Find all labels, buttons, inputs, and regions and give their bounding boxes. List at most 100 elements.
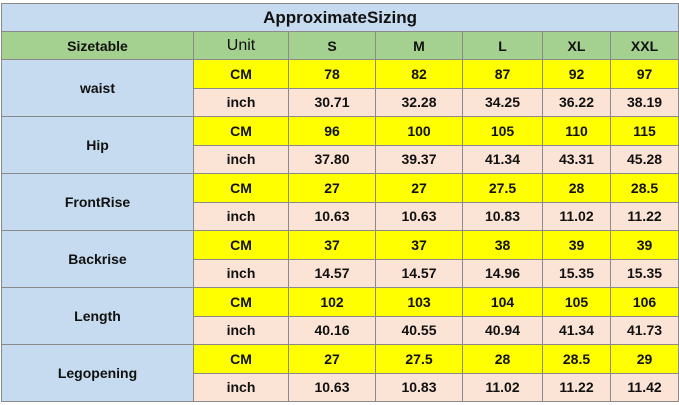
value-cell: 82 bbox=[375, 59, 463, 89]
unit-cell: CM bbox=[193, 344, 289, 374]
unit-cell: CM bbox=[193, 116, 289, 146]
value-cell: 92 bbox=[542, 59, 611, 89]
value-cell: 15.35 bbox=[542, 258, 611, 288]
value-cell: 110 bbox=[542, 116, 611, 146]
value-cell: 27 bbox=[288, 344, 376, 374]
value-cell: 105 bbox=[542, 287, 611, 317]
unit-cell: inch bbox=[193, 258, 289, 288]
measure-row: inch 30.71 32.28 34.25 36.22 38.19 bbox=[2, 87, 679, 117]
measure-row: inch 10.63 10.83 11.02 11.22 11.42 bbox=[2, 372, 679, 402]
value-cell: 32.28 bbox=[375, 87, 463, 117]
value-cell: 40.16 bbox=[288, 315, 376, 345]
value-cell: 41.34 bbox=[542, 315, 611, 345]
value-cell: 10.83 bbox=[375, 372, 463, 402]
value-cell: 43.31 bbox=[542, 144, 611, 174]
measure-label: Legopening bbox=[1, 344, 194, 402]
value-cell: 15.35 bbox=[609, 258, 679, 288]
measure-row: FrontRise CM 27 27 27.5 28 28.5 bbox=[1, 173, 679, 231]
value-cell: 115 bbox=[609, 116, 679, 146]
value-cell: 39 bbox=[609, 230, 679, 260]
measure-row: Length CM 102 103 104 105 106 bbox=[1, 287, 679, 345]
header-row: Sizetable Unit S M L XL XXL bbox=[1, 31, 679, 60]
unit-cell: inch bbox=[193, 144, 289, 174]
table-title: ApproximateSizing bbox=[0, 3, 679, 32]
value-cell: 28 bbox=[462, 344, 543, 374]
value-cell: 39.37 bbox=[375, 144, 463, 174]
value-cell: 104 bbox=[462, 287, 543, 317]
value-cell: 37 bbox=[375, 230, 463, 260]
value-cell: 38.19 bbox=[609, 87, 679, 117]
measure-row: waist CM 78 82 87 92 97 bbox=[1, 59, 679, 117]
value-cell: 37 bbox=[288, 230, 376, 260]
value-cell: 97 bbox=[609, 59, 679, 89]
header-cell: XXL bbox=[609, 31, 679, 60]
value-cell: 100 bbox=[375, 116, 463, 146]
value-cell: 39 bbox=[542, 230, 611, 260]
value-cell: 38 bbox=[462, 230, 543, 260]
unit-cell: CM bbox=[193, 173, 289, 203]
value-cell: 28.5 bbox=[609, 173, 679, 203]
value-cell: 34.25 bbox=[462, 87, 543, 117]
measure-row: Backrise CM 37 37 38 39 39 bbox=[1, 230, 679, 288]
value-cell: 11.22 bbox=[542, 372, 611, 402]
value-cell: 36.22 bbox=[542, 87, 611, 117]
measure-row: Legopening CM 27 27.5 28 28.5 29 bbox=[1, 344, 679, 402]
unit-cell: inch bbox=[193, 201, 289, 231]
measure-row: inch 10.63 10.63 10.83 11.02 11.22 bbox=[2, 201, 679, 231]
value-cell: 14.57 bbox=[288, 258, 376, 288]
value-cell: 10.83 bbox=[462, 201, 543, 231]
value-cell: 27 bbox=[375, 173, 463, 203]
value-cell: 40.94 bbox=[462, 315, 543, 345]
title-row: ApproximateSizing bbox=[0, 3, 679, 32]
header-cell: Sizetable bbox=[1, 31, 194, 60]
measure-row: inch 14.57 14.57 14.96 15.35 15.35 bbox=[2, 258, 679, 288]
value-cell: 37.80 bbox=[288, 144, 376, 174]
measure-label: FrontRise bbox=[1, 173, 194, 231]
value-cell: 45.28 bbox=[609, 144, 679, 174]
header-cell: L bbox=[462, 31, 543, 60]
value-cell: 14.57 bbox=[375, 258, 463, 288]
measure-label: Backrise bbox=[1, 230, 194, 288]
value-cell: 11.22 bbox=[609, 201, 679, 231]
value-cell: 87 bbox=[462, 59, 543, 89]
unit-cell: inch bbox=[193, 372, 289, 402]
unit-cell: CM bbox=[193, 59, 289, 89]
value-cell: 29 bbox=[609, 344, 679, 374]
value-cell: 103 bbox=[375, 287, 463, 317]
value-cell: 27.5 bbox=[462, 173, 543, 203]
value-cell: 10.63 bbox=[288, 372, 376, 402]
value-cell: 27.5 bbox=[375, 344, 463, 374]
value-cell: 41.73 bbox=[609, 315, 679, 345]
value-cell: 11.02 bbox=[462, 372, 543, 402]
value-cell: 96 bbox=[288, 116, 376, 146]
table-body: ApproximateSizing Sizetable Unit S M L XL XXL w… bbox=[0, 3, 679, 402]
header-cell: XL bbox=[542, 31, 611, 60]
header-cell: S bbox=[288, 31, 376, 60]
header-cell: Unit bbox=[193, 31, 289, 60]
value-cell: 10.63 bbox=[288, 201, 376, 231]
value-cell: 11.42 bbox=[609, 372, 679, 402]
value-cell: 14.96 bbox=[462, 258, 543, 288]
unit-cell: CM bbox=[193, 230, 289, 260]
unit-cell: inch bbox=[193, 87, 289, 117]
value-cell: 106 bbox=[609, 287, 679, 317]
value-cell: 11.02 bbox=[542, 201, 611, 231]
value-cell: 102 bbox=[288, 287, 376, 317]
value-cell: 40.55 bbox=[375, 315, 463, 345]
value-cell: 41.34 bbox=[462, 144, 543, 174]
measure-label: waist bbox=[1, 59, 194, 117]
value-cell: 105 bbox=[462, 116, 543, 146]
header-cell: M bbox=[375, 31, 463, 60]
unit-cell: inch bbox=[193, 315, 289, 345]
measure-row: inch 40.16 40.55 40.94 41.34 41.73 bbox=[2, 315, 679, 345]
value-cell: 27 bbox=[288, 173, 376, 203]
value-cell: 28 bbox=[542, 173, 611, 203]
unit-cell: CM bbox=[193, 287, 289, 317]
size-table: ApproximateSizing Sizetable Unit S M L XL XXL w… bbox=[0, 3, 679, 402]
measure-label: Hip bbox=[1, 116, 194, 174]
value-cell: 28.5 bbox=[542, 344, 611, 374]
measure-row: Hip CM 96 100 105 110 115 bbox=[1, 116, 679, 174]
measure-row: inch 37.80 39.37 41.34 43.31 45.28 bbox=[2, 144, 679, 174]
value-cell: 30.71 bbox=[288, 87, 376, 117]
